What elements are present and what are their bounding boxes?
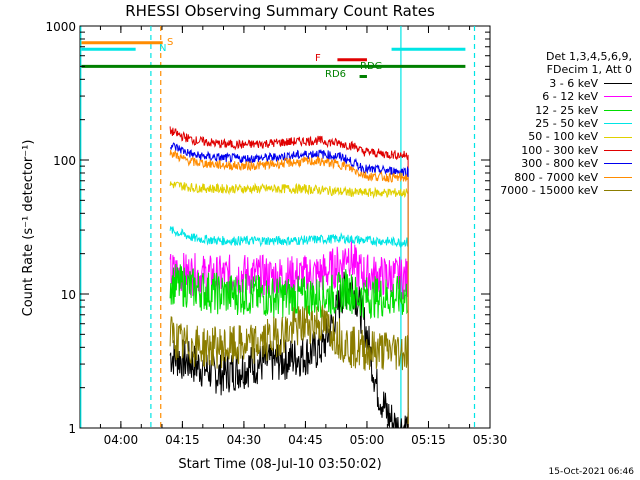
legend-swatch <box>604 123 632 125</box>
x-tick-label-5: 05:15 <box>411 433 446 447</box>
flag-label-rdg: RDG <box>360 61 382 72</box>
x-tick-label-4: 05:00 <box>350 433 385 447</box>
y-tick-label-2: 100 <box>53 154 76 168</box>
x-tick-label-6: 05:30 <box>473 433 508 447</box>
legend-item-label: 12 - 25 keV <box>535 103 598 117</box>
series-7000-15000kev <box>169 304 409 428</box>
legend-item-label: 800 - 7000 keV <box>514 170 598 184</box>
series-800-7000kev <box>169 149 409 428</box>
legend-swatch <box>604 176 632 178</box>
legend-swatch <box>604 150 632 152</box>
legend-item-label: 300 - 800 keV <box>521 157 598 171</box>
legend-item: 3 - 6 keV <box>500 77 632 90</box>
legend-item: 25 - 50 keV <box>500 117 632 130</box>
legend-item: 300 - 800 keV <box>500 157 632 170</box>
y-tick-label-0: 1 <box>68 422 76 436</box>
series-25-50kev <box>169 226 409 428</box>
legend-item-label: 25 - 50 keV <box>535 117 598 131</box>
legend-item-label: 3 - 6 keV <box>549 76 598 90</box>
flag-label-rd6: RD6 <box>325 69 346 80</box>
legend-item-label: 50 - 100 keV <box>528 130 598 144</box>
x-tick-label-0: 04:00 <box>104 433 139 447</box>
legend-swatch <box>604 96 632 98</box>
series-6-12kev <box>169 239 409 428</box>
series-3-6kev <box>169 271 409 429</box>
y-tick-label-1: 10 <box>61 288 76 302</box>
legend-item: 7000 - 15000 keV <box>500 184 632 197</box>
legend-item: 12 - 25 keV <box>500 104 632 117</box>
flag-label-s: S <box>167 37 173 48</box>
legend-swatch <box>604 109 632 111</box>
legend-item: 800 - 7000 keV <box>500 171 632 184</box>
series-300-800kev <box>169 142 409 428</box>
legend-swatch <box>604 190 632 192</box>
legend-item-label: 100 - 300 keV <box>521 143 598 157</box>
x-axis-label: Start Time (08-Jul-10 03:50:02) <box>178 457 381 472</box>
legend-header-line-1: Det 1,3,4,5,6,9, <box>545 50 632 63</box>
flag-label-n: N <box>159 43 166 54</box>
y-tick-label-3: 1000 <box>45 20 76 34</box>
legend-swatch <box>604 136 632 138</box>
series-50-100kev <box>169 181 409 428</box>
legend-swatch <box>604 83 632 85</box>
chart-title: RHESSI Observing Summary Count Rates <box>125 2 435 20</box>
y-axis-label: Count Rate (s⁻¹ detector⁻¹) <box>21 140 36 317</box>
legend-swatch <box>604 163 632 165</box>
legend-header-line-2: FDecim 1, Att 0 <box>546 63 632 77</box>
legend-item: 50 - 100 keV <box>500 130 632 143</box>
x-tick-label-3: 04:45 <box>288 433 323 447</box>
legend-item-label: 6 - 12 keV <box>542 90 598 104</box>
x-tick-label-2: 04:30 <box>227 433 262 447</box>
series-12-25kev <box>169 263 409 428</box>
series-100-300kev <box>169 126 409 428</box>
legend-item: 6 - 12 keV <box>500 90 632 103</box>
timestamp-stamp: 15-Oct-2021 06:46 <box>548 467 634 477</box>
legend-item: 100 - 300 keV <box>500 144 632 157</box>
legend: Det 1,3,4,5,6,9, FDecim 1, Att 0 3 - 6 k… <box>500 50 632 197</box>
legend-item-label: 7000 - 15000 keV <box>500 184 598 198</box>
x-tick-label-1: 04:15 <box>165 433 200 447</box>
flag-label-f: F <box>315 53 321 64</box>
